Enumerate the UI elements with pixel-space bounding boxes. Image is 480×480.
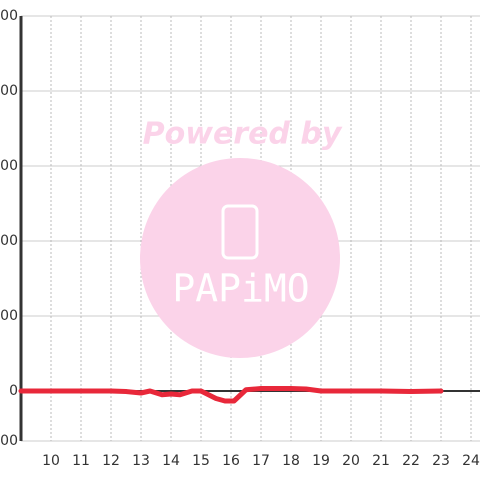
x-tick-label: 15	[192, 453, 210, 469]
watermark-phone	[221, 204, 259, 260]
x-tick-label: 19	[312, 453, 330, 469]
x-tick-label: 13	[132, 453, 150, 469]
y-tick-label: 0	[9, 383, 18, 399]
y-tick-label: 60,000	[0, 233, 18, 249]
x-tick-label: 22	[402, 453, 420, 469]
x-tick-label: 23	[432, 453, 450, 469]
x-tick-label: 20	[342, 453, 360, 469]
y-tick-label: 150,000	[0, 8, 18, 24]
watermark-title: Powered by	[143, 117, 343, 152]
x-tick-label: 14	[162, 453, 180, 469]
x-tick-label: 24	[462, 453, 480, 469]
y-tick-label: -20,000	[0, 433, 18, 449]
x-tick-label: 10	[42, 453, 60, 469]
watermark-logo: PAPiMO	[172, 267, 309, 311]
y-tick-label: 120,000	[0, 83, 18, 99]
x-tick-label: 17	[252, 453, 270, 469]
watermark: Powered by PAPiMO	[140, 117, 343, 358]
x-tick-label: 16	[222, 453, 240, 469]
x-tick-label: 11	[72, 453, 90, 469]
data-line	[18, 386, 444, 404]
x-tick-label: 21	[372, 453, 390, 469]
x-tick-label: 12	[102, 453, 120, 469]
y-tick-label: 30,000	[0, 308, 18, 324]
x-tick-label: 18	[282, 453, 300, 469]
y-tick-label: 90,000	[0, 158, 18, 174]
